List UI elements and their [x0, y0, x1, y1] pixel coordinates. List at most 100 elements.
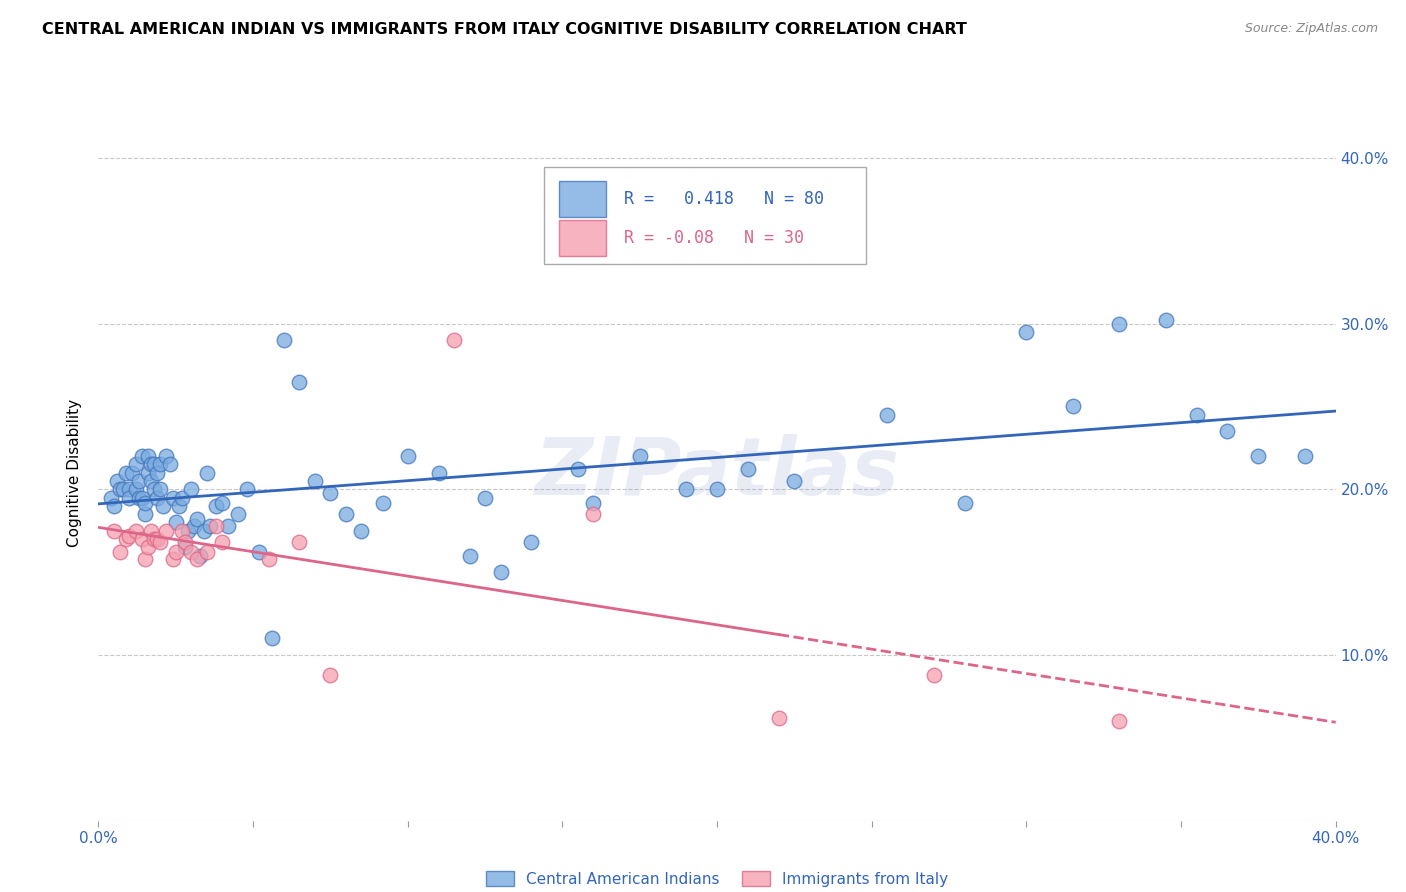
Point [108, 483, 131, 497]
Point [288, 535, 311, 549]
Point [443, 333, 465, 347]
Point [103, 524, 125, 538]
Point [174, 541, 197, 555]
Point [190, 549, 212, 563]
Point [768, 711, 790, 725]
Point [180, 545, 202, 559]
Point [118, 529, 141, 543]
Point [195, 466, 218, 480]
Point [247, 545, 270, 559]
Point [162, 552, 184, 566]
Point [257, 552, 280, 566]
Point [139, 458, 162, 472]
Point [134, 552, 156, 566]
Point [131, 449, 153, 463]
Point [783, 474, 806, 488]
Point [489, 565, 512, 579]
Point [131, 491, 153, 505]
Point [1294, 449, 1316, 463]
Point [139, 524, 162, 538]
Point [186, 512, 208, 526]
Point [115, 532, 138, 546]
Point [396, 449, 419, 463]
Point [205, 499, 228, 513]
Legend: Central American Indians, Immigrants from Italy: Central American Indians, Immigrants fro… [479, 865, 955, 892]
Point [211, 535, 233, 549]
Point [1108, 714, 1130, 729]
Point [170, 524, 193, 538]
Point [922, 668, 945, 682]
Point [1015, 325, 1038, 339]
Point [205, 518, 228, 533]
Point [118, 483, 141, 497]
Point [260, 632, 283, 646]
Point [108, 545, 131, 559]
Point [193, 524, 215, 538]
Point [226, 507, 249, 521]
Point [706, 483, 728, 497]
Text: R = -0.08   N = 30: R = -0.08 N = 30 [624, 228, 804, 246]
Y-axis label: Cognitive Disability: Cognitive Disability [67, 399, 83, 547]
Point [121, 466, 143, 480]
Point [628, 449, 651, 463]
Point [146, 491, 169, 505]
Point [474, 491, 496, 505]
Point [170, 491, 193, 505]
FancyBboxPatch shape [558, 219, 606, 256]
Point [582, 495, 605, 509]
Point [174, 535, 197, 549]
Point [186, 552, 208, 566]
Point [136, 466, 159, 480]
Point [124, 524, 146, 538]
Point [128, 474, 150, 488]
Point [112, 483, 135, 497]
Point [335, 507, 357, 521]
Point [304, 474, 326, 488]
Point [1185, 408, 1208, 422]
Point [350, 524, 373, 538]
Point [139, 474, 162, 488]
Point [152, 499, 174, 513]
Point [273, 333, 295, 347]
Point [167, 499, 190, 513]
Point [162, 491, 184, 505]
Point [136, 449, 159, 463]
Point [675, 483, 697, 497]
Point [198, 518, 221, 533]
Point [1154, 313, 1177, 327]
Text: Source: ZipAtlas.com: Source: ZipAtlas.com [1244, 22, 1378, 36]
Point [149, 458, 172, 472]
Point [131, 532, 153, 546]
Point [124, 458, 146, 472]
Point [1108, 317, 1130, 331]
Point [155, 449, 177, 463]
Point [159, 458, 181, 472]
Text: CENTRAL AMERICAN INDIAN VS IMMIGRANTS FROM ITALY COGNITIVE DISABILITY CORRELATIO: CENTRAL AMERICAN INDIAN VS IMMIGRANTS FR… [42, 22, 967, 37]
Point [115, 466, 138, 480]
Point [118, 491, 141, 505]
Point [458, 549, 481, 563]
Point [427, 466, 450, 480]
Text: R =   0.418   N = 80: R = 0.418 N = 80 [624, 190, 824, 208]
Point [103, 499, 125, 513]
FancyBboxPatch shape [544, 167, 866, 264]
Point [146, 466, 169, 480]
Point [105, 474, 128, 488]
Point [155, 524, 177, 538]
Point [146, 532, 169, 546]
Point [217, 518, 239, 533]
Point [371, 495, 394, 509]
FancyBboxPatch shape [558, 180, 606, 217]
Point [149, 535, 172, 549]
Point [124, 483, 146, 497]
Point [288, 375, 311, 389]
Point [149, 483, 172, 497]
Point [1247, 449, 1270, 463]
Point [136, 541, 159, 555]
Point [134, 507, 156, 521]
Text: ZIPatlas: ZIPatlas [534, 434, 900, 512]
Point [134, 495, 156, 509]
Point [165, 516, 187, 530]
Point [737, 462, 759, 476]
Point [143, 458, 166, 472]
